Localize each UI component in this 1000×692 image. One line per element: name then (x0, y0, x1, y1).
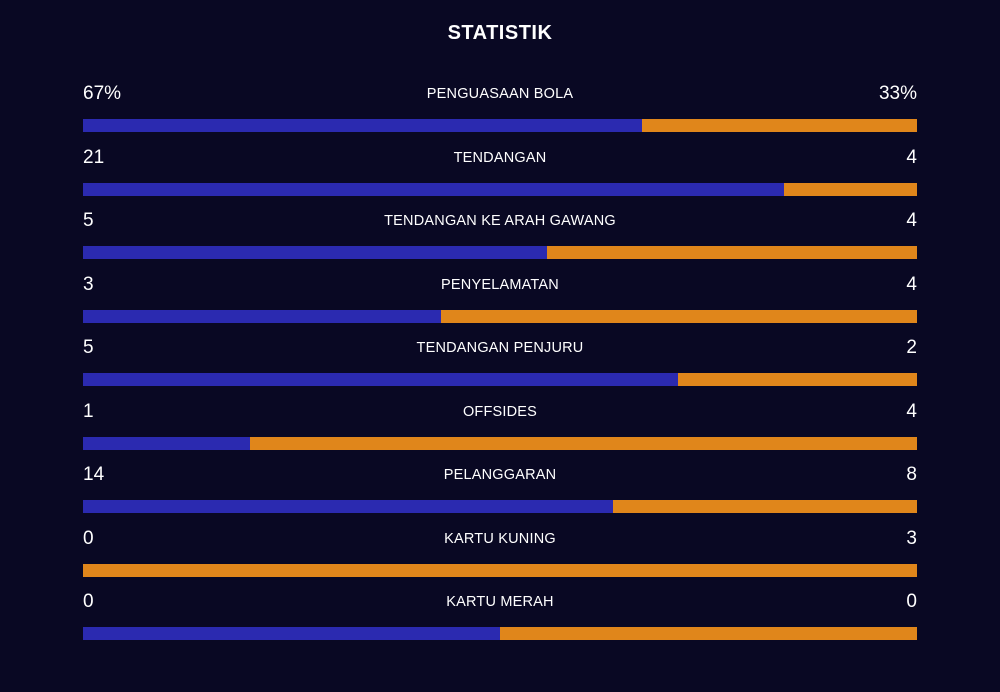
stat-bar (83, 309, 917, 323)
away-value: 0 (906, 591, 917, 612)
home-bar-segment (83, 309, 441, 323)
stat-bar (83, 500, 917, 513)
stat-label: KARTU MERAH (446, 594, 554, 610)
home-bar-segment (83, 500, 614, 513)
home-bar-segment (83, 373, 679, 386)
away-bar-segment (500, 627, 917, 640)
away-bar-segment (440, 309, 917, 323)
stats-list: 67% PENGUASAAN BOLA 33% 21 TENDANGAN 4 5… (83, 82, 917, 654)
away-bar-segment (613, 500, 917, 513)
stat-row-fouls: 14 PELANGGARAN 8 (83, 463, 917, 527)
stat-label: TENDANGAN KE ARAH GAWANG (384, 213, 616, 229)
stat-label: TENDANGAN (453, 149, 547, 166)
stat-bar (83, 627, 917, 640)
away-value: 33% (878, 83, 917, 104)
stat-row-saves: 3 PENYELAMATAN 4 (83, 273, 917, 337)
away-value: 4 (906, 400, 917, 422)
home-value: 5 (83, 337, 94, 358)
home-bar-segment (83, 182, 784, 196)
stat-label: PELANGGARAN (443, 467, 557, 483)
stat-bar (83, 436, 917, 450)
away-value: 2 (906, 337, 917, 358)
home-bar-segment (83, 119, 642, 132)
stat-row-shots-on-target: 5 TENDANGAN KE ARAH GAWANG 4 (83, 209, 917, 273)
stat-label: PENYELAMATAN (441, 276, 559, 293)
away-bar-segment (249, 436, 917, 450)
stat-label: PENGUASAAN BOLA (426, 86, 574, 102)
home-value: 0 (83, 591, 94, 612)
stat-label: KARTU KUNING (444, 530, 556, 547)
away-bar-segment (641, 119, 917, 132)
away-bar-segment (678, 373, 917, 386)
home-value: 67% (83, 83, 122, 104)
away-value: 4 (906, 146, 917, 168)
stat-bar (83, 182, 917, 196)
home-bar-segment (83, 436, 250, 450)
home-value: 14 (83, 464, 105, 485)
stat-row-shots: 21 TENDANGAN 4 (83, 146, 917, 210)
home-bar-segment (83, 627, 500, 640)
away-bar-segment (783, 182, 917, 196)
away-value: 8 (906, 464, 917, 485)
away-bar-segment (546, 246, 917, 259)
stat-label: TENDANGAN PENJURU (416, 340, 584, 356)
stat-bar (83, 246, 917, 259)
away-value: 4 (906, 273, 917, 295)
away-bar-segment (83, 563, 917, 577)
home-value: 21 (83, 146, 105, 168)
stat-bar (83, 119, 917, 132)
stat-row-red-cards: 0 KARTU MERAH 0 (83, 590, 917, 654)
home-value: 3 (83, 273, 94, 295)
home-value: 5 (83, 210, 94, 231)
home-value: 0 (83, 527, 94, 549)
away-value: 4 (906, 210, 917, 231)
home-bar-segment (83, 246, 547, 259)
stat-row-corners: 5 TENDANGAN PENJURU 2 (83, 336, 917, 400)
stat-bar (83, 373, 917, 386)
stat-row-yellow-cards: 0 KARTU KUNING 3 (83, 527, 917, 591)
away-value: 3 (906, 527, 917, 549)
stats-title: STATISTIK (447, 22, 553, 44)
stat-bar (83, 563, 917, 577)
stat-label: OFFSIDES (462, 403, 538, 420)
stat-row-possession: 67% PENGUASAAN BOLA 33% (83, 82, 917, 146)
stat-row-offsides: 1 OFFSIDES 4 (83, 400, 917, 464)
home-value: 1 (83, 400, 94, 422)
